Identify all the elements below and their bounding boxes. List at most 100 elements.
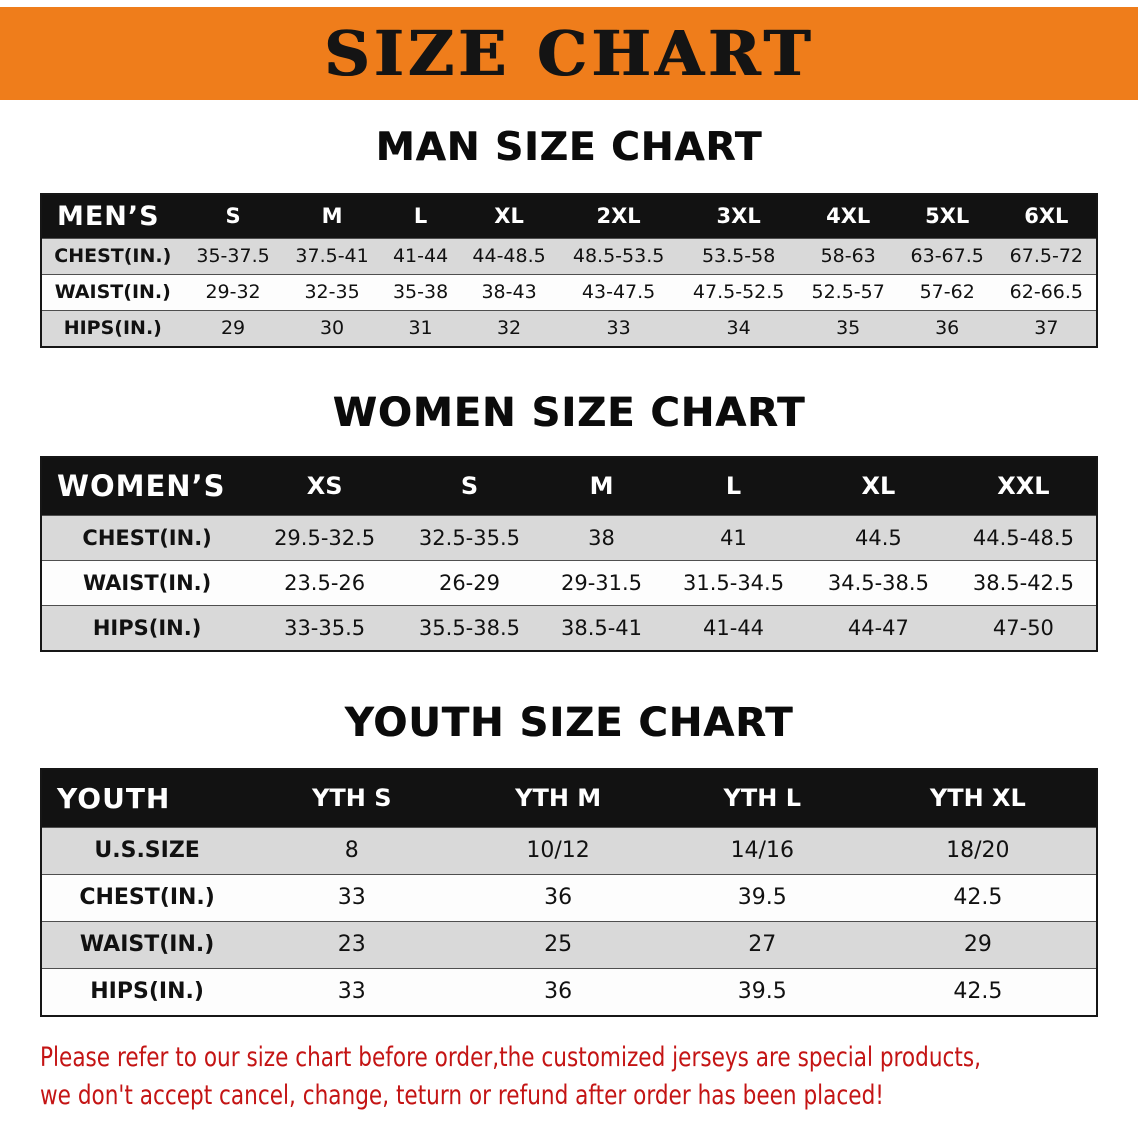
order-notice: Please refer to our size chart before or…: [0, 1039, 1138, 1115]
youth-size-table: YOUTH YTH S YTH M YTH L YTH XL U.S.SIZE 8 10/12…: [40, 767, 1098, 1017]
row-label: HIPS(IN.): [41, 309, 184, 347]
column-header: 3XL: [678, 193, 799, 239]
size-value-cell: 36: [451, 873, 665, 922]
column-header: YTH XL: [859, 768, 1097, 828]
column-header: YTH S: [252, 768, 452, 828]
size-value-cell: 10/12: [451, 826, 665, 875]
size-value-cell: 25: [451, 920, 665, 969]
size-value-cell: 44.5: [805, 514, 951, 561]
youth-size-chart-heading: YOUTH SIZE CHART: [344, 699, 794, 746]
row-label: CHEST(IN.): [41, 237, 184, 275]
column-header: S: [397, 456, 542, 516]
column-header: 5XL: [897, 193, 997, 239]
size-value-cell: 41-44: [661, 604, 806, 651]
banner: SIZE CHART: [0, 7, 1138, 100]
row-label: HIPS(IN.): [41, 967, 253, 1016]
size-value-cell: 36: [897, 309, 997, 347]
page-title: SIZE CHART: [323, 16, 815, 90]
size-value-cell: 42.5: [859, 967, 1097, 1016]
size-value-cell: 42.5: [859, 873, 1097, 922]
size-value-cell: 38.5-41: [541, 604, 662, 651]
notice-line-1: Please refer to our size chart before or…: [40, 1041, 982, 1073]
size-value-cell: 31.5-34.5: [661, 559, 806, 606]
table-row: U.S.SIZE 8 10/12 14/16 18/20: [41, 826, 1097, 875]
table-row: CHEST(IN.) 29.5-32.5 32.5-35.5 38 41 44.5 44.5…: [41, 514, 1097, 561]
column-header: XS: [252, 456, 398, 516]
table-row: WAIST(IN.) 29-32 32-35 35-38 38-43 43-47.5 47.…: [41, 273, 1097, 311]
size-value-cell: 37.5-41: [282, 237, 382, 275]
size-value-cell: 18/20: [859, 826, 1097, 875]
column-header: L: [661, 456, 806, 516]
size-value-cell: 41-44: [381, 237, 460, 275]
size-value-cell: 53.5-58: [678, 237, 799, 275]
size-value-cell: 38-43: [459, 273, 559, 311]
size-value-cell: 39.5: [664, 967, 860, 1016]
column-header: 2XL: [558, 193, 679, 239]
column-header: XL: [805, 456, 951, 516]
size-value-cell: 33: [252, 967, 452, 1016]
size-value-cell: 29.5-32.5: [252, 514, 398, 561]
size-value-cell: 33: [558, 309, 679, 347]
women-size-chart-heading: WOMEN SIZE CHART: [332, 389, 806, 436]
table-row: HIPS(IN.) 29 30 31 32 33 34 35 36 37: [41, 309, 1097, 347]
size-value-cell: 37: [996, 309, 1097, 347]
size-value-cell: 48.5-53.5: [558, 237, 679, 275]
column-header: 4XL: [798, 193, 898, 239]
column-header: XXL: [950, 456, 1097, 516]
size-value-cell: 32: [459, 309, 559, 347]
table-row: HIPS(IN.) 33-35.5 35.5-38.5 38.5-41 41-44 44-…: [41, 604, 1097, 651]
size-value-cell: 35-38: [381, 273, 460, 311]
size-value-cell: 29-31.5: [541, 559, 662, 606]
row-label: WAIST(IN.): [41, 920, 253, 969]
size-value-cell: 33-35.5: [252, 604, 398, 651]
notice-line-2: we don't accept cancel, change, teturn o…: [40, 1079, 884, 1111]
table-row: CHEST(IN.) 33 36 39.5 42.5: [41, 873, 1097, 922]
size-value-cell: 62-66.5: [996, 273, 1097, 311]
column-header: M: [282, 193, 382, 239]
size-value-cell: 38: [541, 514, 662, 561]
header-row: WOMEN’S XS S M L XL XXL: [41, 456, 1097, 516]
row-label: CHEST(IN.): [41, 873, 253, 922]
size-value-cell: 63-67.5: [897, 237, 997, 275]
row-label: U.S.SIZE: [41, 826, 253, 875]
column-header: 6XL: [996, 193, 1097, 239]
size-value-cell: 31: [381, 309, 460, 347]
column-header: L: [381, 193, 460, 239]
size-value-cell: 57-62: [897, 273, 997, 311]
row-label: HIPS(IN.): [41, 604, 253, 651]
size-value-cell: 44-47: [805, 604, 951, 651]
row-label: CHEST(IN.): [41, 514, 253, 561]
column-header: S: [183, 193, 283, 239]
size-value-cell: 35-37.5: [183, 237, 283, 275]
size-value-cell: 8: [252, 826, 452, 875]
size-value-cell: 32.5-35.5: [397, 514, 542, 561]
size-value-cell: 33: [252, 873, 452, 922]
size-value-cell: 29: [859, 920, 1097, 969]
column-header: XL: [459, 193, 559, 239]
row-label: WAIST(IN.): [41, 273, 184, 311]
size-value-cell: 67.5-72: [996, 237, 1097, 275]
size-value-cell: 29-32: [183, 273, 283, 311]
men-size-table: MEN’S S M L XL 2XL 3XL 4XL 5XL 6XL CHEST(IN.) 35-37…: [40, 192, 1098, 348]
header-row: MEN’S S M L XL 2XL 3XL 4XL 5XL 6XL: [41, 193, 1097, 239]
column-header: YTH M: [451, 768, 665, 828]
column-header: YTH L: [664, 768, 860, 828]
size-value-cell: 47.5-52.5: [678, 273, 799, 311]
size-value-cell: 34: [678, 309, 799, 347]
size-value-cell: 23: [252, 920, 452, 969]
size-value-cell: 44-48.5: [459, 237, 559, 275]
size-value-cell: 27: [664, 920, 860, 969]
size-value-cell: 35.5-38.5: [397, 604, 542, 651]
size-value-cell: 39.5: [664, 873, 860, 922]
size-value-cell: 44.5-48.5: [950, 514, 1097, 561]
size-value-cell: 36: [451, 967, 665, 1016]
size-value-cell: 41: [661, 514, 806, 561]
size-value-cell: 52.5-57: [798, 273, 898, 311]
table-row: CHEST(IN.) 35-37.5 37.5-41 41-44 44-48.5 48.5…: [41, 237, 1097, 275]
table-corner-label: WOMEN’S: [41, 456, 253, 516]
women-size-table: WOMEN’S XS S M L XL XXL CHEST(IN.) 29.5-32.5 32.5…: [40, 455, 1098, 652]
table-corner-label: MEN’S: [41, 193, 184, 239]
size-value-cell: 14/16: [664, 826, 860, 875]
table-row: WAIST(IN.) 23 25 27 29: [41, 920, 1097, 969]
size-value-cell: 29: [183, 309, 283, 347]
